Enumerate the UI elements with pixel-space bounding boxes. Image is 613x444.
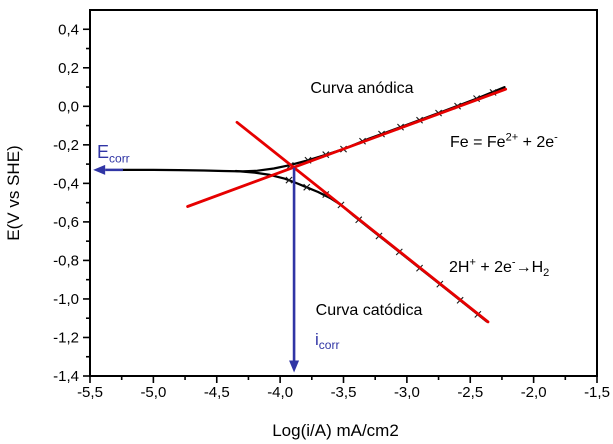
cathodic-data-markers bbox=[285, 176, 482, 318]
svg-text:-2,0: -2,0 bbox=[521, 384, 547, 401]
plot-border bbox=[89, 9, 598, 377]
svg-text:-5,5: -5,5 bbox=[77, 384, 103, 401]
cathodic-reaction-label: 2H+ + 2e-→H2 bbox=[449, 256, 549, 279]
svg-text:-3,5: -3,5 bbox=[331, 384, 357, 401]
svg-text:-4,0: -4,0 bbox=[267, 384, 293, 401]
svg-text:0,0: 0,0 bbox=[58, 98, 79, 115]
svg-text:-1,2: -1,2 bbox=[53, 329, 79, 346]
ecorr-label: Ecorr bbox=[97, 142, 130, 165]
x-axis-title: Log(i/A) mA/cm2 bbox=[272, 421, 399, 440]
icorr-arrow bbox=[289, 167, 300, 373]
svg-text:-0,4: -0,4 bbox=[53, 175, 79, 192]
curva-anodica-label: Curva anódica bbox=[310, 80, 413, 97]
svg-text:-3,0: -3,0 bbox=[394, 384, 420, 401]
svg-text:-1,4: -1,4 bbox=[53, 368, 79, 385]
svg-text:0,2: 0,2 bbox=[58, 60, 79, 77]
svg-text:-1,0: -1,0 bbox=[53, 291, 79, 308]
svg-text:-0,8: -0,8 bbox=[53, 252, 79, 269]
y-axis-title: E(V vs SHE) bbox=[4, 145, 23, 240]
svg-text:-4,5: -4,5 bbox=[204, 384, 230, 401]
svg-text:-5,0: -5,0 bbox=[140, 384, 166, 401]
svg-text:0,4: 0,4 bbox=[58, 21, 79, 38]
tafel-fit-cathodic bbox=[235, 120, 490, 324]
ecorr-arrow bbox=[93, 164, 123, 175]
y-tick-labels: 0,4 0,2 0,0 -0,2 -0,4 -0,6 -0,8 -1,0 -1,2 -1,4 bbox=[53, 21, 79, 385]
experimental-cathodic-branch bbox=[234, 169, 488, 323]
curva-catodica-label: Curva catódica bbox=[316, 302, 423, 319]
icorr-label: icorr bbox=[315, 330, 339, 352]
svg-text:-0,2: -0,2 bbox=[53, 137, 79, 154]
svg-text:-1,5: -1,5 bbox=[584, 384, 610, 401]
svg-text:-2,5: -2,5 bbox=[457, 384, 483, 401]
svg-text:-0,6: -0,6 bbox=[53, 214, 79, 231]
anodic-reaction-label: Fe = Fe2+ + 2e- bbox=[450, 131, 558, 151]
axis-ticks bbox=[83, 28, 598, 383]
x-tick-labels: -5,5 -5,0 -4,5 -4,0 -3,5 -3,0 -2,5 -2,0 -1,5 bbox=[77, 384, 610, 401]
tafel-fit-anodic bbox=[186, 87, 508, 208]
